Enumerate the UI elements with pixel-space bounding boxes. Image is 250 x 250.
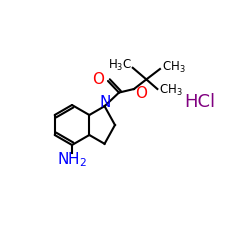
Text: CH$_3$: CH$_3$ bbox=[162, 60, 186, 74]
Text: N: N bbox=[100, 95, 111, 110]
Text: O: O bbox=[92, 72, 104, 88]
Text: CH$_3$: CH$_3$ bbox=[159, 82, 183, 98]
Text: H$_3$C: H$_3$C bbox=[108, 58, 132, 73]
Text: NH$_2$: NH$_2$ bbox=[57, 151, 87, 169]
Text: O: O bbox=[135, 86, 147, 100]
Text: HCl: HCl bbox=[184, 93, 216, 111]
